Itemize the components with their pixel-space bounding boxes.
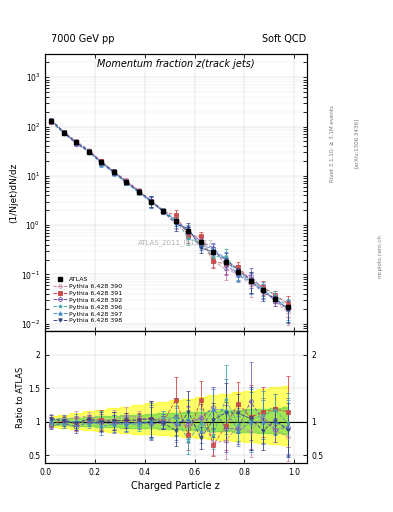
Text: Momentum fraction z(track jets): Momentum fraction z(track jets)	[97, 59, 255, 69]
Y-axis label: (1/Njet)dN/dz: (1/Njet)dN/dz	[9, 162, 18, 223]
Y-axis label: Ratio to ATLAS: Ratio to ATLAS	[17, 367, 26, 428]
X-axis label: Charged Particle z: Charged Particle z	[132, 481, 220, 492]
Text: Soft QCD: Soft QCD	[262, 33, 307, 44]
Text: ATLAS_2011_I919017: ATLAS_2011_I919017	[138, 239, 214, 246]
Legend: ATLAS, Pythia 6.428 390, Pythia 6.428 391, Pythia 6.428 392, Pythia 6.428 396, P: ATLAS, Pythia 6.428 390, Pythia 6.428 39…	[51, 274, 124, 325]
Text: Rivet 3.1.10; ≥ 3.1M events: Rivet 3.1.10; ≥ 3.1M events	[330, 105, 335, 182]
Text: mcplots.cern.ch: mcplots.cern.ch	[377, 234, 382, 278]
Text: 7000 GeV pp: 7000 GeV pp	[51, 33, 115, 44]
Text: [arXiv:1306.3436]: [arXiv:1306.3436]	[354, 118, 359, 168]
